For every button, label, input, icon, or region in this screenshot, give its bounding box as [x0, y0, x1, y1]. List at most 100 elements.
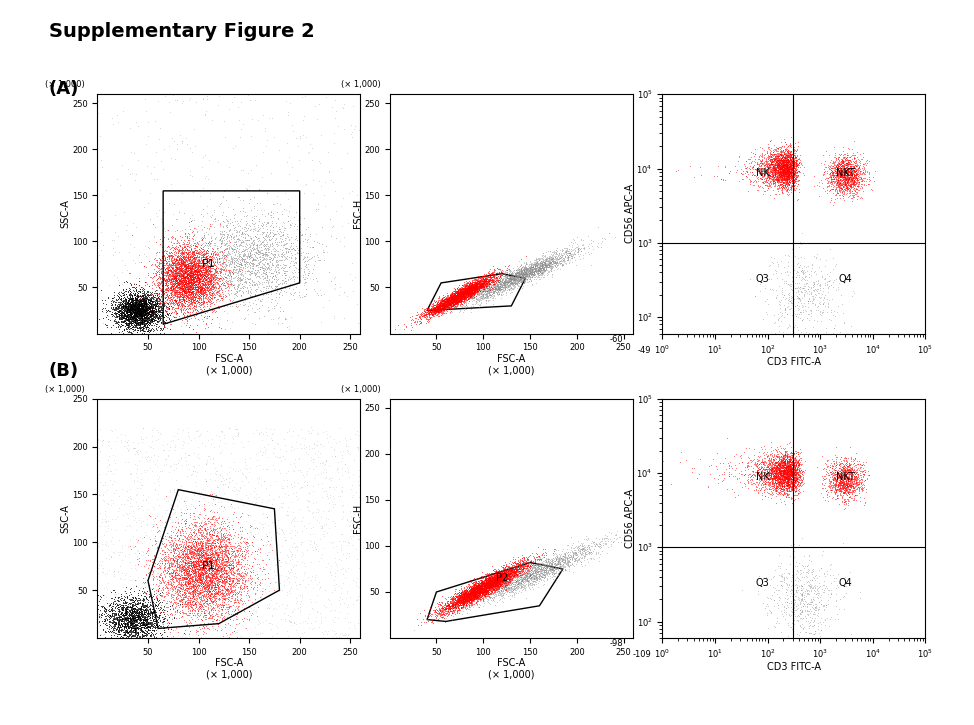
Point: [430, 310, 445, 321]
Point: [137, 304, 153, 315]
Point: [418, 305, 433, 317]
Point: [109, 317, 125, 328]
Point: [438, 299, 454, 311]
Point: [468, 587, 484, 599]
Point: [501, 569, 516, 581]
Point: [556, 561, 572, 573]
Point: [107, 628, 123, 639]
Point: [530, 265, 545, 277]
Point: [278, 246, 293, 257]
Point: [173, 285, 189, 297]
Point: [537, 566, 552, 577]
Point: [782, 465, 798, 476]
Point: [181, 262, 197, 274]
Point: [198, 270, 213, 281]
Point: [128, 296, 143, 307]
Point: [186, 252, 202, 263]
Point: [433, 604, 449, 616]
Point: [157, 552, 172, 564]
Point: [783, 468, 799, 480]
Point: [459, 589, 474, 601]
Point: [463, 279, 478, 291]
Point: [557, 241, 573, 253]
Point: [779, 168, 795, 180]
Point: [197, 539, 212, 551]
Point: [233, 238, 248, 249]
Point: [207, 263, 223, 275]
Point: [463, 282, 478, 294]
Point: [212, 289, 228, 301]
Point: [484, 282, 500, 294]
Point: [496, 289, 511, 300]
Point: [490, 571, 506, 583]
Point: [458, 587, 473, 598]
Point: [117, 308, 132, 320]
Point: [478, 283, 494, 294]
Point: [199, 555, 214, 566]
Point: [842, 478, 857, 490]
Point: [181, 283, 197, 295]
Point: [466, 285, 481, 297]
Point: [179, 619, 195, 631]
Point: [445, 600, 461, 612]
Point: [836, 157, 851, 169]
Point: [769, 149, 785, 161]
Point: [148, 600, 164, 611]
Point: [219, 539, 235, 551]
Point: [505, 584, 520, 595]
Point: [181, 274, 197, 286]
Point: [779, 450, 795, 461]
Point: [445, 294, 461, 306]
Point: [139, 632, 155, 644]
Point: [474, 578, 490, 589]
Point: [785, 154, 801, 165]
Point: [244, 130, 259, 141]
Point: [153, 272, 169, 283]
Point: [823, 486, 839, 497]
Point: [126, 311, 141, 323]
Point: [468, 279, 484, 291]
Point: [169, 594, 184, 605]
Point: [509, 269, 525, 281]
Point: [206, 633, 222, 645]
Point: [183, 250, 199, 262]
Point: [483, 588, 499, 600]
Point: [270, 627, 285, 639]
Point: [119, 568, 134, 579]
Point: [487, 569, 503, 581]
Point: [468, 291, 483, 302]
Point: [829, 485, 844, 497]
Point: [178, 285, 194, 297]
Point: [157, 622, 172, 634]
Point: [214, 597, 230, 608]
Point: [475, 585, 491, 597]
Point: [127, 630, 142, 642]
Point: [456, 289, 471, 300]
Point: [181, 264, 197, 276]
Point: [194, 579, 209, 591]
Point: [544, 258, 560, 270]
Point: [837, 172, 852, 183]
Point: [543, 257, 558, 268]
Point: [770, 464, 786, 476]
Point: [130, 312, 145, 323]
Point: [224, 521, 240, 532]
Point: [169, 254, 185, 265]
Point: [228, 246, 244, 257]
Point: [774, 473, 790, 485]
Point: [481, 581, 497, 592]
Point: [425, 302, 440, 314]
Point: [447, 298, 463, 310]
Point: [169, 277, 184, 289]
Point: [249, 259, 265, 270]
Point: [464, 286, 479, 298]
Point: [779, 457, 795, 469]
Point: [769, 156, 785, 167]
Point: [203, 610, 218, 622]
Point: [527, 263, 543, 275]
Point: [235, 545, 250, 557]
Point: [486, 589, 502, 601]
Point: [431, 298, 447, 310]
Point: [147, 295, 163, 307]
Point: [138, 605, 154, 616]
